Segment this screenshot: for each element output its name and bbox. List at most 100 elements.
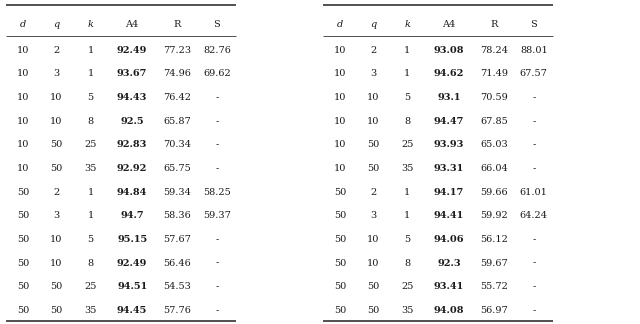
Text: 35: 35 (401, 164, 413, 173)
Text: 10: 10 (17, 164, 29, 173)
Text: 10: 10 (333, 46, 346, 55)
Text: 25: 25 (84, 282, 97, 291)
Text: 50: 50 (367, 164, 380, 173)
Text: 10: 10 (333, 93, 346, 102)
Text: d: d (20, 20, 26, 29)
Text: 10: 10 (50, 93, 63, 102)
Text: 76.42: 76.42 (163, 93, 191, 102)
Text: 3: 3 (370, 211, 376, 220)
Text: 50: 50 (333, 259, 346, 268)
Text: 57.67: 57.67 (163, 235, 191, 244)
Text: 8: 8 (88, 259, 93, 268)
Text: 50: 50 (17, 259, 29, 268)
Text: q: q (370, 20, 376, 29)
Text: 50: 50 (17, 282, 29, 291)
Text: 1: 1 (404, 46, 410, 55)
Text: 1: 1 (404, 211, 410, 220)
Text: R: R (173, 20, 180, 29)
Text: 25: 25 (84, 140, 97, 149)
Text: 10: 10 (367, 259, 380, 268)
Text: 3: 3 (370, 69, 376, 78)
Text: -: - (532, 117, 536, 126)
Text: 59.37: 59.37 (203, 211, 231, 220)
Text: 66.04: 66.04 (480, 164, 508, 173)
Text: -: - (215, 259, 219, 268)
Text: 5: 5 (404, 235, 410, 244)
Text: 35: 35 (401, 306, 413, 315)
Text: -: - (532, 282, 536, 291)
Text: 58.36: 58.36 (163, 211, 191, 220)
Text: 59.66: 59.66 (480, 188, 508, 197)
Text: 92.3: 92.3 (437, 259, 461, 268)
Text: -: - (215, 235, 219, 244)
Text: 94.06: 94.06 (434, 235, 464, 244)
Text: 77.23: 77.23 (163, 46, 191, 55)
Text: -: - (215, 164, 219, 173)
Text: 50: 50 (50, 164, 63, 173)
Text: 1: 1 (404, 188, 410, 197)
Text: 50: 50 (17, 235, 29, 244)
Text: 5: 5 (404, 93, 410, 102)
Text: -: - (215, 117, 219, 126)
Text: 3: 3 (53, 69, 60, 78)
Text: 54.53: 54.53 (163, 282, 191, 291)
Text: 59.67: 59.67 (480, 259, 508, 268)
Text: d: d (337, 20, 343, 29)
Text: 2: 2 (53, 46, 60, 55)
Text: 93.08: 93.08 (434, 46, 464, 55)
Text: 50: 50 (17, 306, 29, 315)
Text: S: S (214, 20, 220, 29)
Text: -: - (532, 140, 536, 149)
Text: 78.24: 78.24 (480, 46, 508, 55)
Text: 94.45: 94.45 (117, 306, 147, 315)
Text: 8: 8 (88, 117, 93, 126)
Text: 92.49: 92.49 (117, 46, 147, 55)
Text: 1: 1 (88, 69, 93, 78)
Text: 10: 10 (367, 235, 380, 244)
Text: 10: 10 (17, 140, 29, 149)
Text: q: q (53, 20, 60, 29)
Text: 50: 50 (17, 211, 29, 220)
Text: 56.97: 56.97 (480, 306, 508, 315)
Text: 93.1: 93.1 (437, 93, 461, 102)
Text: 50: 50 (333, 282, 346, 291)
Text: 50: 50 (50, 306, 63, 315)
Text: 50: 50 (367, 306, 380, 315)
Text: 10: 10 (333, 140, 346, 149)
Text: 92.83: 92.83 (117, 140, 147, 149)
Text: 69.62: 69.62 (203, 69, 231, 78)
Text: 67.57: 67.57 (520, 69, 548, 78)
Text: 50: 50 (333, 211, 346, 220)
Text: 94.08: 94.08 (434, 306, 464, 315)
Text: 5: 5 (88, 235, 93, 244)
Text: 1: 1 (404, 69, 410, 78)
Text: 8: 8 (404, 117, 410, 126)
Text: k: k (404, 20, 410, 29)
Text: -: - (532, 306, 536, 315)
Text: 50: 50 (333, 188, 346, 197)
Text: 10: 10 (50, 259, 63, 268)
Text: 65.75: 65.75 (163, 164, 191, 173)
Text: 1: 1 (88, 211, 93, 220)
Text: 25: 25 (401, 140, 413, 149)
Text: 67.85: 67.85 (480, 117, 508, 126)
Text: 92.92: 92.92 (117, 164, 147, 173)
Text: 93.41: 93.41 (434, 282, 464, 291)
Text: 35: 35 (84, 306, 97, 315)
Text: -: - (215, 93, 219, 102)
Text: 2: 2 (370, 46, 376, 55)
Text: 10: 10 (17, 117, 29, 126)
Text: 92.5: 92.5 (120, 117, 144, 126)
Text: S: S (531, 20, 537, 29)
Text: 65.87: 65.87 (163, 117, 191, 126)
Text: 10: 10 (17, 93, 29, 102)
Text: 94.41: 94.41 (434, 211, 464, 220)
Text: 94.47: 94.47 (434, 117, 464, 126)
Text: -: - (215, 282, 219, 291)
Text: 10: 10 (17, 69, 29, 78)
Text: 35: 35 (84, 164, 97, 173)
Text: 10: 10 (333, 117, 346, 126)
Text: 50: 50 (17, 188, 29, 197)
Text: 5: 5 (88, 93, 93, 102)
Text: 1: 1 (88, 188, 93, 197)
